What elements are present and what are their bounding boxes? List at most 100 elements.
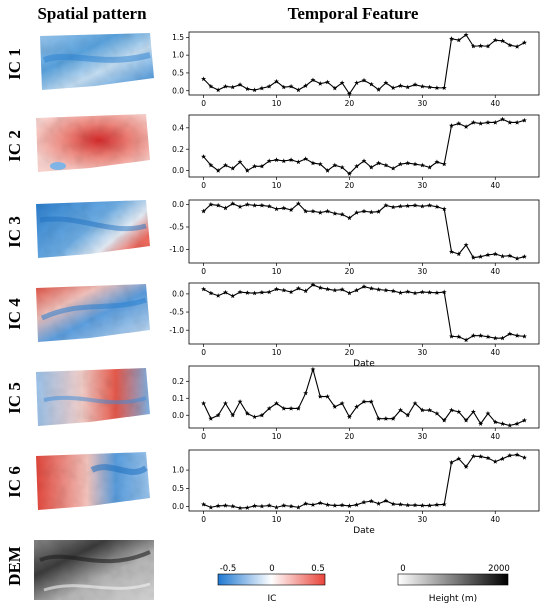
data-point-ic4-42 bbox=[507, 331, 513, 336]
x-tick-label-ic3-2: 20 bbox=[345, 267, 355, 276]
data-point-ic4-10 bbox=[274, 286, 279, 292]
data-point-ic4-16 bbox=[317, 285, 323, 290]
row-label-ic4: IC 4 bbox=[5, 298, 24, 330]
y-tick-label-ic5-0: 0.0 bbox=[172, 411, 184, 420]
data-point-ic2-10 bbox=[274, 157, 279, 162]
x-tick-label-ic2-4: 40 bbox=[490, 181, 500, 190]
data-point-ic3-31 bbox=[427, 202, 433, 208]
dem-colorbar-label: Height (m) bbox=[429, 594, 477, 604]
x-tick-label-ic1-2: 20 bbox=[345, 99, 355, 108]
data-point-ic4-4 bbox=[230, 293, 236, 299]
spatial-map-ic5 bbox=[36, 368, 150, 426]
x-tick-label-ic4-2: 20 bbox=[345, 348, 355, 357]
ic-colorbar-gradient bbox=[217, 573, 326, 586]
data-point-ic1-12 bbox=[288, 83, 294, 89]
data-point-ic3-24 bbox=[376, 209, 382, 214]
data-point-ic4-29 bbox=[412, 290, 418, 296]
data-point-ic3-3 bbox=[222, 205, 228, 211]
plot-frame-ic2 bbox=[188, 114, 540, 178]
x-tick-label-ic2-1: 10 bbox=[272, 181, 282, 190]
data-point-ic3-27 bbox=[397, 203, 403, 209]
chart-panel-ic6: 0.0 0.5 1.0 0 10 20 30 40 Date bbox=[172, 449, 540, 536]
data-point-ic1-23 bbox=[368, 81, 374, 87]
data-point-ic2-33 bbox=[441, 161, 447, 167]
data-point-ic2-26 bbox=[390, 165, 396, 171]
y-tick-label-ic4-1: -0.5 bbox=[169, 308, 184, 317]
data-point-ic5-2 bbox=[215, 412, 221, 418]
data-point-ic1-17 bbox=[325, 79, 331, 85]
data-point-ic2-15 bbox=[310, 160, 316, 166]
data-point-ic4-18 bbox=[332, 287, 338, 293]
plot-frame-ic6 bbox=[188, 449, 540, 512]
data-point-ic2-0 bbox=[201, 154, 207, 159]
chart-panel-ic1: 0.0 0.5 1.0 1.5 0 10 20 30 40 bbox=[172, 31, 540, 108]
data-point-ic4-30 bbox=[419, 289, 425, 295]
data-point-ic6-26 bbox=[390, 501, 396, 507]
data-point-ic2-30 bbox=[419, 162, 425, 168]
y-tick-label-ic6-0: 0.0 bbox=[172, 502, 184, 511]
data-point-ic4-12 bbox=[288, 289, 294, 295]
data-point-ic5-41 bbox=[500, 421, 506, 426]
data-point-ic1-16 bbox=[317, 81, 323, 86]
data-point-ic4-20 bbox=[346, 290, 352, 296]
data-point-ic3-17 bbox=[325, 208, 331, 214]
plot-frame-ic4 bbox=[188, 282, 540, 345]
data-point-ic1-7 bbox=[252, 87, 258, 93]
data-point-ic2-16 bbox=[317, 161, 323, 167]
data-point-ic6-3 bbox=[222, 502, 228, 508]
data-point-ic6-0 bbox=[201, 501, 207, 507]
data-point-ic1-42 bbox=[507, 42, 513, 48]
data-point-ic4-0 bbox=[201, 286, 207, 292]
data-point-ic4-26 bbox=[390, 288, 396, 294]
data-point-ic4-2 bbox=[215, 293, 221, 298]
spatial-map-ic4 bbox=[36, 284, 150, 342]
data-point-ic3-11 bbox=[281, 205, 287, 211]
data-point-ic3-37 bbox=[470, 255, 476, 260]
data-point-ic6-38 bbox=[478, 453, 484, 459]
data-point-ic1-1 bbox=[208, 83, 214, 89]
data-point-ic6-6 bbox=[244, 505, 250, 510]
data-point-ic6-40 bbox=[492, 459, 498, 464]
data-point-ic3-1 bbox=[208, 201, 214, 207]
data-point-ic2-17 bbox=[325, 167, 331, 173]
data-point-ic3-33 bbox=[441, 206, 447, 212]
data-point-ic5-7 bbox=[252, 414, 258, 420]
y-tick-label-ic6-2: 1.0 bbox=[172, 466, 184, 475]
data-point-ic6-2 bbox=[215, 503, 221, 508]
data-point-ic4-34 bbox=[449, 333, 454, 339]
data-point-ic3-26 bbox=[390, 204, 396, 210]
data-point-ic6-10 bbox=[274, 504, 279, 510]
data-point-ic3-44 bbox=[521, 254, 527, 259]
data-point-ic2-12 bbox=[288, 157, 294, 162]
data-point-ic3-29 bbox=[412, 202, 418, 208]
data-point-ic6-1 bbox=[208, 504, 214, 510]
data-point-ic3-41 bbox=[500, 253, 506, 259]
data-point-ic1-29 bbox=[412, 82, 418, 87]
data-point-ic6-11 bbox=[281, 502, 287, 508]
data-point-ic2-13 bbox=[295, 159, 301, 165]
data-point-ic5-38 bbox=[478, 421, 484, 426]
data-point-ic3-9 bbox=[266, 203, 272, 209]
plot-frame-ic1 bbox=[188, 31, 540, 96]
data-point-ic1-20 bbox=[346, 91, 352, 97]
chart-panel-ic4: 0.0 -0.5 -1.0 0 10 20 30 40 Date bbox=[169, 282, 540, 369]
data-point-ic5-9 bbox=[266, 405, 272, 411]
data-point-ic1-26 bbox=[390, 85, 396, 90]
x-tick-label-ic5-2: 20 bbox=[345, 432, 355, 441]
data-point-ic2-27 bbox=[397, 161, 403, 167]
data-point-ic1-9 bbox=[266, 83, 272, 89]
data-point-ic4-32 bbox=[434, 290, 440, 295]
data-point-ic3-22 bbox=[361, 208, 367, 214]
data-point-ic1-41 bbox=[500, 38, 506, 43]
data-point-ic5-22 bbox=[361, 399, 367, 404]
y-tick-label-ic3-1: -0.5 bbox=[169, 223, 184, 232]
data-point-ic4-23 bbox=[368, 285, 374, 291]
data-point-ic6-24 bbox=[376, 501, 382, 506]
data-point-ic4-1 bbox=[208, 290, 214, 296]
data-point-ic2-8 bbox=[259, 163, 265, 169]
temporal-panels: 0.00.51.01.50 10 20 30 400.00.20.40 10 20 30 400… bbox=[169, 31, 540, 536]
data-point-ic4-37 bbox=[470, 333, 476, 338]
series-line-ic4 bbox=[203, 284, 525, 341]
data-point-ic1-5 bbox=[237, 82, 243, 87]
